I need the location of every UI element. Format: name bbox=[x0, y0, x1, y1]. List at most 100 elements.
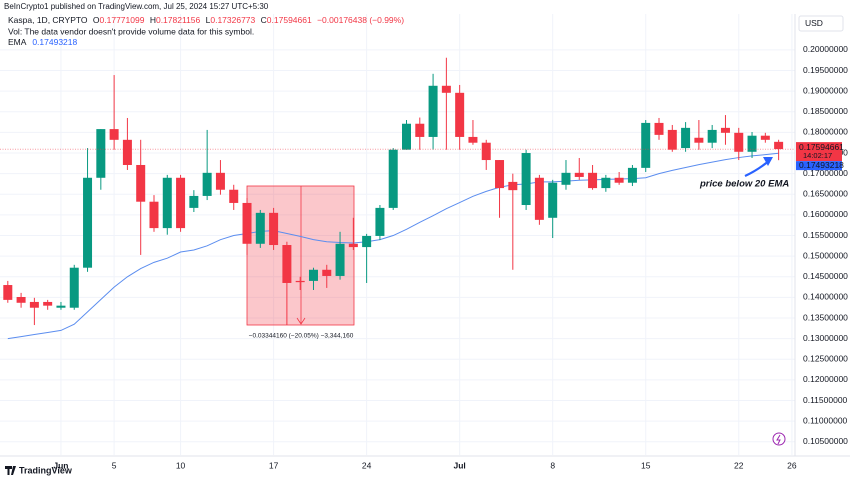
low-value: 0.17326773 bbox=[210, 15, 255, 25]
high-value: 0.17821156 bbox=[156, 15, 201, 25]
candle-body bbox=[455, 92, 465, 137]
candle-body bbox=[548, 182, 558, 218]
candle-body bbox=[681, 127, 691, 149]
candle-body bbox=[335, 243, 345, 276]
low-letter: L bbox=[206, 15, 211, 25]
candle-body bbox=[69, 267, 79, 308]
ema-name: EMA bbox=[8, 37, 27, 47]
grid bbox=[0, 14, 795, 455]
y-tick-label: 0.15000000 bbox=[803, 250, 848, 260]
x-tick-label: Jul bbox=[454, 460, 466, 470]
candle-body bbox=[720, 127, 730, 133]
candle-body bbox=[415, 123, 425, 137]
candle-body bbox=[322, 269, 332, 276]
ema-line bbox=[7, 152, 779, 340]
y-tick-label: 0.11000000 bbox=[803, 415, 848, 425]
measure-arrow-head bbox=[296, 317, 306, 325]
candle-body bbox=[614, 177, 624, 183]
x-tick-label: 5 bbox=[112, 460, 117, 470]
alert-icon-bolt bbox=[776, 434, 781, 445]
candle-body bbox=[747, 135, 757, 152]
y-tick-label: 0.12000000 bbox=[803, 374, 848, 384]
y-tick-label: 0.12500000 bbox=[803, 354, 848, 364]
ema-price-box bbox=[796, 161, 842, 171]
candle-body bbox=[601, 177, 611, 189]
candle-body bbox=[495, 160, 505, 189]
x-tick-label: 22 bbox=[734, 460, 744, 470]
x-tick-label: Jun bbox=[53, 460, 68, 470]
candle-body bbox=[654, 122, 664, 135]
candle-body bbox=[282, 245, 292, 283]
annotation-arrow-head bbox=[763, 157, 773, 166]
candle-body bbox=[242, 202, 252, 244]
candle-body bbox=[574, 172, 584, 177]
candle-body bbox=[561, 172, 571, 185]
candle-body bbox=[83, 177, 93, 268]
candle-body bbox=[402, 123, 411, 150]
open-letter: O bbox=[93, 15, 100, 25]
y-tick-label: 0.10500000 bbox=[803, 436, 848, 446]
candle-body bbox=[29, 301, 39, 308]
y-tick-label: 0.19000000 bbox=[803, 85, 848, 95]
candle-body bbox=[734, 132, 744, 152]
candle-body bbox=[149, 201, 159, 229]
brand-logo bbox=[5, 466, 16, 475]
currency[interactable]: USD bbox=[805, 18, 823, 28]
candle-body bbox=[43, 301, 53, 306]
candle-body bbox=[627, 167, 637, 183]
plot bbox=[0, 57, 795, 340]
candle-body bbox=[3, 285, 13, 300]
y-tick-label: 0.18000000 bbox=[803, 127, 848, 137]
y-tick-label: 0.11500000 bbox=[803, 395, 848, 405]
legend-ema: EMA 0.17493218 bbox=[8, 37, 78, 47]
candle-body bbox=[202, 172, 212, 196]
candle-body bbox=[176, 177, 186, 229]
high-letter: H bbox=[150, 15, 156, 25]
close-letter: C bbox=[261, 15, 267, 25]
candle-body bbox=[348, 243, 358, 248]
ema-value: 0.17493218 bbox=[32, 37, 77, 47]
candle-body bbox=[269, 212, 279, 246]
y-tick-label: 0.14000000 bbox=[803, 292, 848, 302]
y-tick-label: 0.14500000 bbox=[803, 271, 848, 281]
alert-icon[interactable] bbox=[772, 432, 786, 446]
volume-note: Vol: The data vendor doesn't provide vol… bbox=[8, 26, 254, 36]
candle-body bbox=[694, 137, 704, 143]
candle-body bbox=[760, 135, 770, 140]
publisher: BeInCrypto1 published on TradingView.com… bbox=[4, 2, 269, 11]
x-tick-label: 8 bbox=[550, 460, 555, 470]
y-tick-label: 0.20000000 bbox=[803, 44, 848, 54]
countdown: 14:02:17 bbox=[803, 151, 832, 160]
candle-body bbox=[215, 172, 225, 190]
close-value: 0.17594661 bbox=[267, 15, 312, 25]
candle-body bbox=[508, 181, 518, 191]
candle-body bbox=[16, 296, 26, 303]
candle-body bbox=[122, 139, 132, 165]
currency-box[interactable] bbox=[798, 15, 844, 32]
y-tick-label: 0.13500000 bbox=[803, 312, 848, 322]
candle-body bbox=[375, 207, 385, 236]
candle-body bbox=[774, 141, 784, 150]
candle-body bbox=[295, 280, 305, 283]
x-tick-label: 17 bbox=[269, 460, 279, 470]
candle-body bbox=[362, 235, 372, 248]
y-tick-label: 0.15500000 bbox=[803, 230, 848, 240]
candle-body bbox=[521, 153, 531, 206]
candle-body bbox=[707, 129, 717, 143]
candle-body bbox=[441, 85, 451, 93]
candle-body bbox=[162, 177, 172, 229]
x-tick-label: 26 bbox=[787, 460, 797, 470]
candle-body bbox=[229, 189, 239, 203]
candle-body bbox=[481, 142, 491, 161]
candle-body bbox=[534, 177, 544, 220]
symbol: Kaspa, 1D, CRYPTO bbox=[8, 15, 88, 25]
candle-body bbox=[109, 129, 119, 140]
x-tick-label: 15 bbox=[641, 460, 651, 470]
annotation: price below 20 EMA bbox=[699, 179, 789, 190]
last-price-box bbox=[796, 142, 842, 162]
x-tick-label: 10 bbox=[176, 460, 186, 470]
candle-body bbox=[388, 149, 398, 208]
ema-price-label: 0.17493218 bbox=[799, 160, 844, 170]
y-tick-label: 0.16000000 bbox=[803, 209, 848, 219]
